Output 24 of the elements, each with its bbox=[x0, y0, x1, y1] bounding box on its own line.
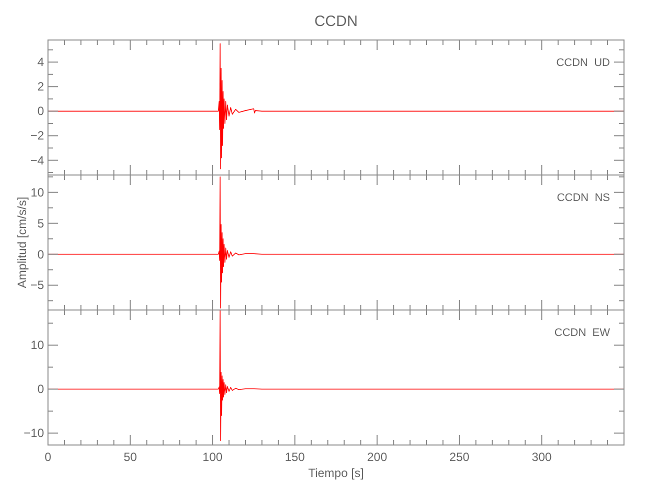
annotation: CCDN UD bbox=[556, 57, 610, 69]
y-tick-label: 5 bbox=[37, 216, 44, 230]
y-tick-label: −2 bbox=[30, 128, 44, 143]
y-tick-label: −10 bbox=[24, 426, 44, 440]
annotation: CCDN EW bbox=[554, 327, 611, 339]
x-tick-label: 150 bbox=[284, 450, 306, 464]
chart-title: CCDN bbox=[314, 13, 358, 30]
annotation: CCDN NS bbox=[556, 192, 610, 204]
x-tick-label: 300 bbox=[532, 450, 552, 464]
y-tick-label: 2 bbox=[37, 80, 44, 94]
y-tick-label: 10 bbox=[30, 185, 44, 200]
y-tick-label: 4 bbox=[37, 55, 44, 70]
y-tick-label: −4 bbox=[30, 153, 44, 168]
y-tick-label: 10 bbox=[30, 338, 44, 352]
x-tick-label: 200 bbox=[367, 450, 388, 464]
y-tick-label: 0 bbox=[37, 382, 44, 396]
y-axis-title: Amplitud [cm/s/s] bbox=[15, 196, 29, 288]
y-tick-label: 0 bbox=[37, 104, 44, 118]
y-tick-label: 0 bbox=[37, 247, 44, 262]
x-tick-label: 250 bbox=[449, 450, 470, 464]
x-tick-label: 50 bbox=[124, 450, 138, 464]
y-tick-label: −5 bbox=[30, 278, 44, 292]
x-tick-label: 100 bbox=[202, 450, 223, 464]
x-axis-title: Tiempo [s] bbox=[308, 466, 364, 480]
